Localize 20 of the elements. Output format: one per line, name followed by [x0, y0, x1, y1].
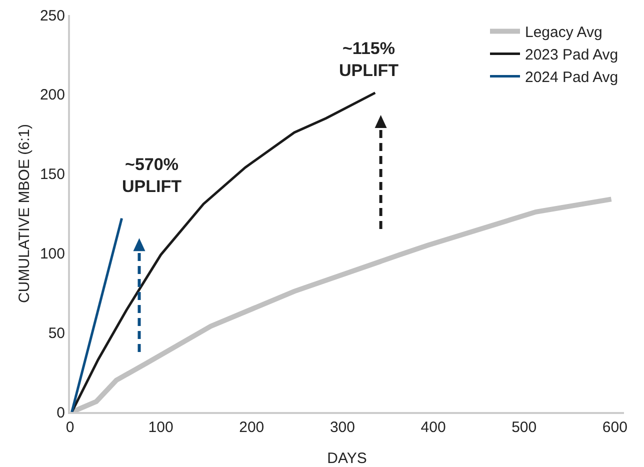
legend-label: 2023 Pad Avg [525, 46, 618, 64]
line-series [70, 92, 376, 412]
x-tick-label: 100 [148, 419, 174, 436]
y-tick-label: 150 [40, 166, 65, 184]
x-tick-label: 300 [330, 419, 355, 436]
legend-label: 2024 Pad Avg [525, 69, 618, 86]
y-tick-label: 200 [40, 86, 65, 104]
y-tick-label: 100 [40, 245, 65, 262]
y-axis-title: CUMULATIVE MBOE (6:1) [16, 124, 33, 303]
x-tick-label: 200 [239, 419, 264, 436]
y-tick-label: 250 [40, 7, 65, 24]
annotation: ~570% UPLIFT [122, 155, 182, 196]
annotation: ~115% UPLIFT [339, 39, 400, 80]
x-axis-title: DAYS [327, 450, 367, 467]
x-tick-label: 500 [512, 419, 537, 436]
y-tick-label: 50 [48, 324, 65, 342]
x-tick-label: 600 [602, 419, 628, 436]
legend-label: Legacy Avg [525, 24, 602, 42]
y-tick-label: 0 [56, 404, 65, 422]
x-tick-label: 400 [420, 419, 446, 436]
